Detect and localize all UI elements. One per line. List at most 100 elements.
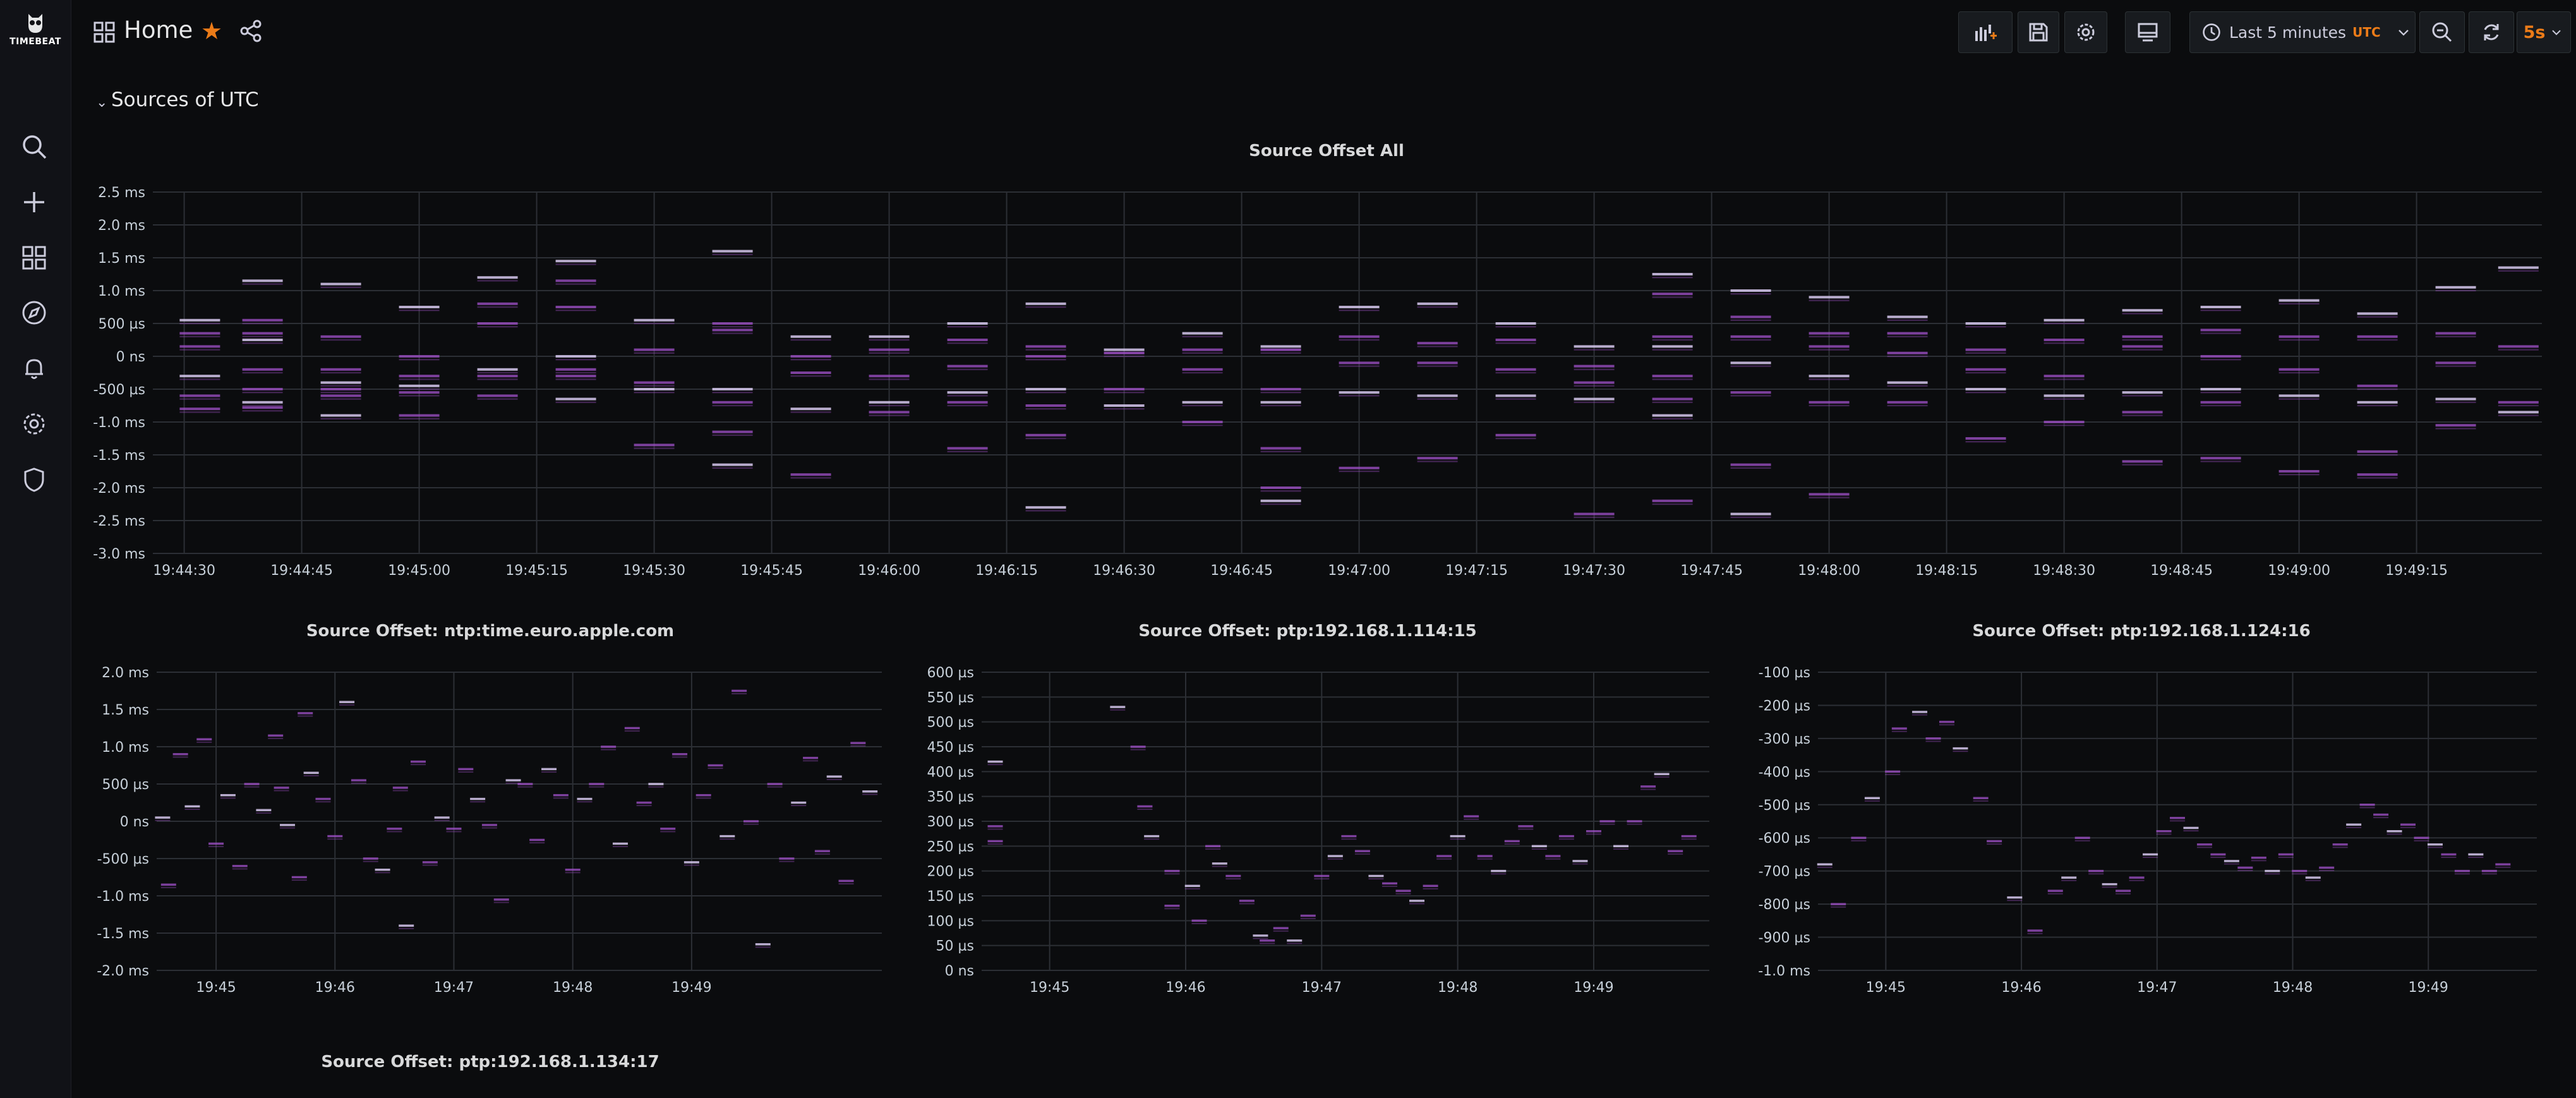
panel-title-offset-all[interactable]: Source Offset All (1249, 142, 1404, 160)
heatmap-cell (634, 381, 675, 384)
heatmap-cell (399, 391, 440, 394)
heatmap-ntp-apple[interactable]: 2.0 ms 1.5 ms 1.0 ms 500 µs 0 ns -500 µs -1.0 … (80, 657, 894, 1011)
heatmap-cell (2357, 384, 2398, 387)
heatmap-cell (242, 342, 283, 344)
heatmap-cell (2278, 303, 2320, 305)
heatmap-cell (2043, 375, 2085, 378)
bell-icon[interactable] (16, 351, 52, 386)
heatmap-cell (1417, 457, 1458, 460)
heatmap-cell (2200, 401, 2241, 404)
row-title[interactable]: Sources of UTC (111, 88, 259, 111)
heatmap-cell (2061, 876, 2077, 879)
heatmap-cell (712, 329, 753, 332)
save-dashboard-button[interactable] (2018, 11, 2059, 53)
heatmap-cell (2043, 398, 2085, 400)
heatmap-cell (320, 368, 361, 371)
heatmap-cell (1495, 326, 1536, 328)
heatmap-cell (2210, 853, 2226, 856)
zoom-out-button[interactable] (2419, 11, 2465, 53)
heatmap-cell (869, 411, 910, 414)
heatmap-cell (790, 371, 831, 374)
y-tick-label: -500 µs (97, 852, 149, 867)
heatmap-cell (1652, 277, 1693, 279)
x-tick-label: 19:44:45 (270, 563, 333, 579)
add-panel-icon (1975, 25, 1997, 41)
heatmap-cell (2305, 876, 2321, 879)
heatmap-cell (1809, 375, 1850, 378)
heatmap-cell (2346, 826, 2362, 828)
heatmap-cell (1182, 332, 1223, 335)
heatmap-cell (589, 783, 605, 785)
search-icon[interactable] (16, 129, 52, 164)
heatmap-ptp-114[interactable]: 600 µs 550 µs 500 µs 450 µs 400 µs 350 µs 300 … (907, 657, 1722, 1011)
heatmap-cell (1191, 919, 1207, 922)
heatmap-cell (477, 378, 518, 380)
refresh-button[interactable] (2469, 11, 2514, 53)
row-collapse-chevron-icon[interactable]: ⌄ (96, 95, 108, 111)
heatmap-cell (1225, 874, 1241, 878)
heatmap-offset-all[interactable]: 2.5 ms 2.0 ms 1.5 ms 1.0 ms 500 µs 0 ns -500 µ… (80, 177, 2547, 594)
sidebar: TIMEBEAT (0, 0, 71, 1098)
heatmap-cell (320, 339, 361, 341)
heatmap-cell (1417, 461, 1458, 462)
x-tick-label: 19:46 (2001, 980, 2041, 996)
dashboard-settings-button[interactable] (2064, 11, 2107, 53)
heatmap-cell (2200, 392, 2241, 394)
dashboards-icon[interactable] (16, 240, 52, 275)
heatmap-cell (1965, 392, 2006, 394)
heatmap-cell (555, 279, 596, 282)
refresh-interval-picker[interactable]: 5s (2517, 11, 2571, 53)
heatmap-ptp-124[interactable]: -100 µs -200 µs -300 µs -400 µs -500 µs -600 … (1741, 657, 2556, 1011)
shield-icon[interactable] (16, 462, 52, 497)
heatmap-cell (477, 375, 518, 378)
time-range-label: Last 5 minutes (2229, 23, 2347, 42)
heatmap-cell (826, 778, 842, 780)
y-tick-label: 0 ns (120, 814, 149, 830)
dashboard-title[interactable]: Home (124, 16, 193, 44)
panel-title-ptp-134[interactable]: Source Offset: ptp:192.168.1.134:17 (321, 1053, 659, 1071)
x-tick-label: 19:46 (315, 980, 355, 996)
heatmap-cell (1327, 858, 1343, 860)
heatmap-cell (624, 727, 640, 730)
heatmap-cell (242, 410, 283, 412)
app-logo[interactable]: TIMEBEAT (9, 9, 62, 51)
owl-logo-icon (28, 14, 42, 33)
x-tick-label: 19:49 (2409, 980, 2448, 996)
heatmap-cell (1652, 273, 1693, 275)
y-tick-label: -1.0 ms (1758, 963, 1810, 979)
heatmap-cell (1182, 401, 1223, 404)
heatmap-cell (434, 816, 450, 819)
heatmap-cell (1730, 293, 1771, 295)
panel-title-ptp-114[interactable]: Source Offset: ptp:192.168.1.114:15 (1138, 622, 1477, 641)
plus-icon[interactable] (16, 184, 52, 220)
panel-title-ptp-124[interactable]: Source Offset: ptp:192.168.1.124:16 (1972, 622, 2311, 641)
heatmap-cell (477, 326, 518, 328)
heatmap-cell (477, 276, 518, 279)
heatmap-cell (2357, 335, 2398, 338)
heatmap-cell (2200, 310, 2241, 311)
star-icon[interactable]: ★ (201, 17, 223, 45)
gear-icon[interactable] (16, 406, 52, 442)
heatmap-cell (1613, 845, 1629, 848)
heatmap-cell (1273, 927, 1289, 929)
time-range-picker[interactable]: Last 5 minutes UTC (2189, 11, 2416, 53)
heatmap-cell (1965, 371, 2006, 374)
heatmap-cell (2435, 289, 2476, 292)
panel-title-ntp-apple[interactable]: Source Offset: ntp:time.euro.apple.com (306, 622, 675, 641)
share-icon[interactable] (239, 19, 263, 43)
heatmap-cell (242, 371, 283, 374)
heatmap-cell (743, 820, 759, 823)
y-tick-label: -2.5 ms (93, 514, 145, 529)
heatmap-cell (790, 359, 831, 361)
heatmap-cell (1191, 922, 1207, 924)
heatmap-cell (320, 414, 361, 417)
heatmap-cell (2196, 843, 2212, 846)
heatmap-cell (339, 701, 355, 703)
heatmap-cell (1572, 863, 1588, 865)
heatmap-cell (1260, 348, 1301, 351)
cycle-view-mode-button[interactable] (2125, 11, 2170, 53)
heatmap-cell (1104, 348, 1145, 351)
compass-icon[interactable] (16, 295, 52, 330)
add-panel-button[interactable] (1958, 11, 2013, 53)
heatmap-cell (1613, 848, 1629, 850)
